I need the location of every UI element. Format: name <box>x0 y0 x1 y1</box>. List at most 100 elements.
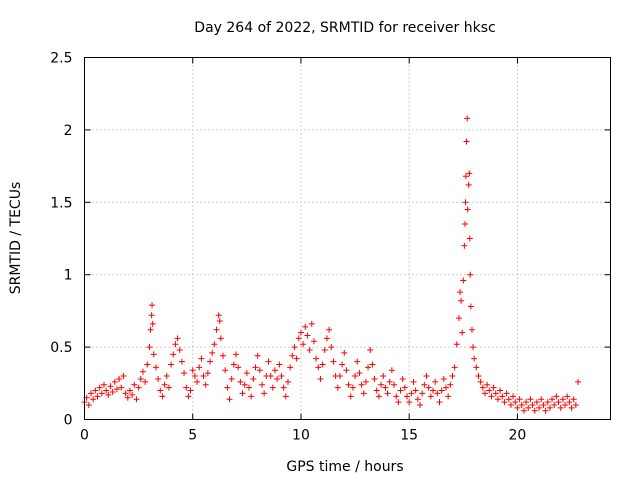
data-point <box>514 404 521 411</box>
data-point <box>92 387 99 394</box>
grid <box>84 57 611 420</box>
data-point <box>146 344 153 351</box>
data-point <box>499 393 506 400</box>
data-point <box>133 396 140 403</box>
data-point <box>161 381 168 388</box>
data-point <box>243 370 250 377</box>
x-axis-title: GPS time / hours <box>286 459 403 475</box>
data-point <box>191 373 198 380</box>
data-point <box>516 396 523 403</box>
data-point <box>572 402 579 409</box>
data-point <box>386 378 393 385</box>
data-point <box>486 387 493 394</box>
data-point <box>455 315 462 322</box>
data-point <box>481 390 488 397</box>
data-point <box>200 373 207 380</box>
data-point <box>222 367 229 374</box>
x-tick-label: 20 <box>509 428 527 444</box>
data-point <box>467 271 474 278</box>
data-point <box>85 402 92 409</box>
data-point <box>440 375 447 382</box>
data-point <box>538 396 545 403</box>
data-point <box>339 361 346 368</box>
data-point <box>542 407 549 414</box>
data-point <box>568 404 575 411</box>
data-point <box>365 364 372 371</box>
data-point <box>465 181 472 188</box>
data-point <box>464 206 471 213</box>
data-point <box>492 390 499 397</box>
x-tick-labels: 0 5 10 15 20 <box>80 428 526 444</box>
data-point <box>466 170 473 177</box>
data-point <box>533 399 540 406</box>
data-point <box>391 381 398 388</box>
data-point <box>183 384 190 391</box>
chart-title: Day 264 of 2022, SRMTID for receiver hks… <box>194 20 495 36</box>
data-point <box>423 373 430 380</box>
data-point <box>531 407 538 414</box>
data-point <box>360 390 367 397</box>
data-point <box>566 399 573 406</box>
data-point <box>217 335 224 342</box>
data-point <box>100 381 107 388</box>
data-point <box>510 393 517 400</box>
data-point <box>425 384 432 391</box>
data-point <box>468 326 475 333</box>
data-point <box>369 361 376 368</box>
data-point <box>527 396 534 403</box>
data-point <box>367 346 374 353</box>
data-point <box>470 344 477 351</box>
data-point <box>124 394 131 401</box>
data-point <box>512 399 519 406</box>
data-point <box>265 358 272 365</box>
data-point <box>116 375 123 382</box>
data-point <box>90 396 97 403</box>
data-point <box>202 381 209 388</box>
data-point <box>207 358 214 365</box>
data-point <box>457 289 464 296</box>
data-point <box>564 393 571 400</box>
data-point <box>484 381 491 388</box>
data-points <box>81 115 582 414</box>
data-point <box>198 355 205 362</box>
data-point <box>248 393 255 400</box>
data-point <box>194 378 201 385</box>
data-point <box>271 367 278 374</box>
data-point <box>287 364 294 371</box>
data-point <box>282 393 289 400</box>
data-point <box>546 404 553 411</box>
data-point <box>105 391 112 398</box>
data-point <box>126 387 133 394</box>
data-point <box>380 373 387 380</box>
data-point <box>122 390 129 397</box>
data-point <box>96 384 103 391</box>
data-point <box>525 404 532 411</box>
data-point <box>159 393 166 400</box>
data-point <box>120 373 127 380</box>
data-point <box>98 390 105 397</box>
data-point <box>349 384 356 391</box>
y-tick-label: 0 <box>64 413 73 429</box>
data-point <box>306 346 313 353</box>
data-point <box>375 393 382 400</box>
data-point <box>540 402 547 409</box>
data-point <box>172 341 179 348</box>
data-point <box>163 373 170 380</box>
data-point <box>295 335 302 342</box>
data-point <box>113 386 120 393</box>
data-point <box>553 393 560 400</box>
data-point <box>559 396 566 403</box>
data-point <box>310 338 317 345</box>
data-point <box>328 344 335 351</box>
data-point <box>284 378 291 385</box>
data-point <box>475 373 482 380</box>
data-point <box>135 384 142 391</box>
data-point <box>118 384 125 391</box>
data-point <box>142 378 149 385</box>
data-point <box>451 364 458 371</box>
data-point <box>139 368 146 375</box>
data-point <box>384 390 391 397</box>
data-point <box>417 402 424 409</box>
data-point <box>401 384 408 391</box>
data-point <box>477 378 484 385</box>
